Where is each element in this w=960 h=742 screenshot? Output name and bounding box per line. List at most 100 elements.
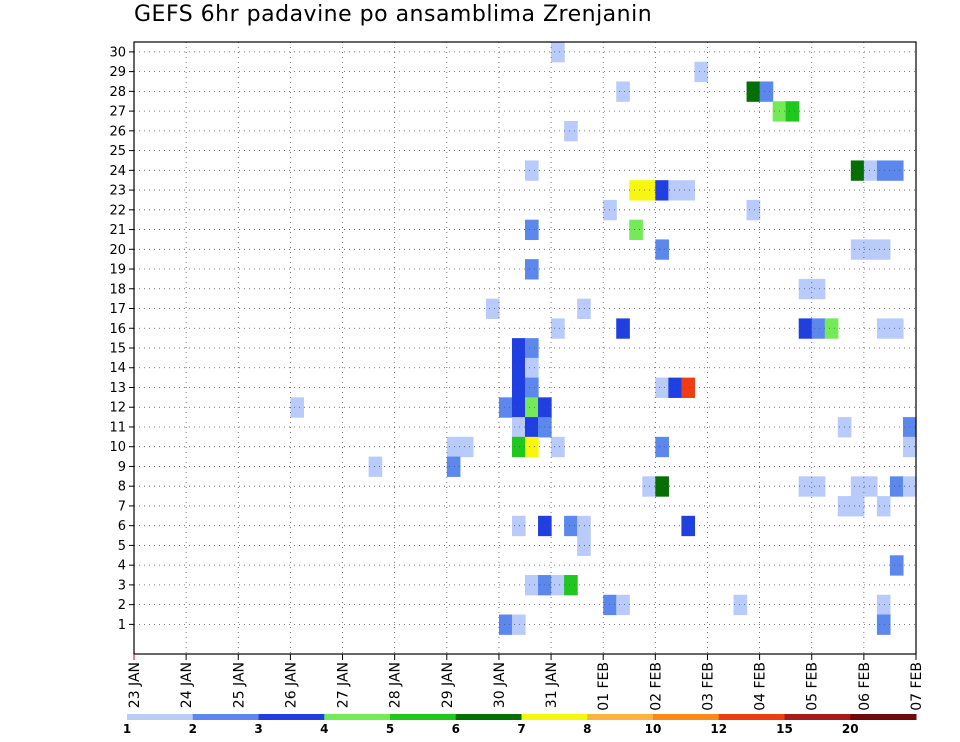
heatmap-cell: [655, 239, 669, 260]
y-tick-label: 9: [118, 460, 126, 475]
heatmap-cell: [525, 397, 539, 418]
heatmap-cell: [525, 417, 539, 438]
heatmap-cell: [863, 476, 878, 497]
heatmap-cell: [525, 436, 539, 458]
y-tick-label: 5: [118, 539, 126, 554]
y-tick-label: 2: [118, 598, 126, 613]
y-tick-label: 23: [109, 184, 126, 199]
y-tick-label: 16: [109, 322, 126, 337]
heatmap-cell: [577, 535, 591, 556]
y-tick-label: 3: [118, 578, 126, 593]
y-tick-label: 30: [109, 45, 126, 60]
heatmap-cell: [798, 318, 813, 339]
y-tick-label: 1: [118, 618, 126, 633]
heatmap-cell: [850, 496, 865, 517]
y-tick-label: 6: [118, 519, 126, 534]
heatmap-cell: [863, 239, 878, 260]
y-tick-label: 11: [109, 420, 126, 435]
heatmap-cell: [511, 614, 526, 635]
heatmap-cell: [876, 496, 891, 517]
x-tick-label: 27 JAN: [336, 662, 352, 708]
x-tick-label: 01 FEB: [596, 662, 612, 711]
heatmap-cell: [798, 278, 813, 300]
heatmap-cell: [603, 594, 617, 616]
x-tick-label: 29 JAN: [440, 662, 456, 708]
heatmap-cell: [733, 594, 748, 616]
heatmap-cell: [511, 357, 526, 379]
heatmap-cell: [798, 476, 813, 497]
legend-swatch: [192, 714, 259, 720]
y-tick-label: 29: [109, 65, 126, 80]
heatmap-cell: [629, 219, 643, 241]
legend-label: 10: [645, 722, 662, 736]
heatmap-cell: [511, 417, 526, 438]
heatmap-cell: [876, 160, 891, 181]
x-tick-label: 30 JAN: [492, 662, 508, 708]
x-tick-label: 04 FEB: [753, 662, 769, 711]
legend-swatch: [653, 714, 720, 720]
heatmap-cell: [616, 81, 630, 102]
x-tick-label: 23 JAN: [127, 662, 143, 708]
y-tick-label: 12: [109, 401, 126, 416]
heatmap-cell: [629, 180, 643, 201]
heatmap-cell: [889, 160, 904, 181]
heatmap-cell: [811, 278, 826, 300]
heatmap-cell: [551, 575, 565, 596]
heatmap-cell: [655, 436, 669, 458]
heatmap-cell: [759, 81, 774, 102]
heatmap-cell: [511, 397, 526, 418]
heatmap-cell: [668, 180, 682, 201]
heatmap-cell: [876, 594, 891, 616]
legend-swatch: [718, 714, 785, 720]
legend-swatch: [258, 714, 325, 720]
heatmap-cell: [511, 436, 526, 458]
heatmap-cell: [785, 101, 800, 122]
heatmap-cell: [551, 318, 565, 339]
heatmap-cell: [511, 377, 526, 398]
y-tick-label: 17: [109, 302, 126, 317]
legend-label: 15: [776, 722, 793, 736]
x-tick-label: 28 JAN: [388, 662, 404, 708]
y-tick-label: 20: [109, 243, 126, 258]
x-tick-label: 31 JAN: [544, 662, 560, 708]
y-tick-label: 19: [109, 263, 126, 278]
legend-label: 1: [123, 722, 131, 736]
legend-label: 20: [842, 722, 859, 736]
heatmap-cell: [824, 318, 839, 339]
heatmap-cell: [525, 259, 539, 280]
heatmap-cell: [525, 377, 539, 398]
x-tick-label: 03 FEB: [700, 662, 716, 711]
heatmap-cell: [850, 476, 865, 497]
heatmap-cell: [498, 614, 513, 635]
heatmap-cell: [863, 160, 878, 181]
heatmap-cell: [746, 199, 761, 221]
y-tick-label: 21: [109, 223, 126, 238]
heatmap-cell: [525, 160, 539, 181]
y-tick-label: 22: [109, 203, 126, 218]
heatmap-cell: [525, 575, 539, 596]
heatmap-cell: [681, 180, 696, 201]
legend-label: 12: [710, 722, 727, 736]
heatmap-cell: [446, 456, 461, 477]
legend-swatch: [784, 714, 851, 720]
legend-label: 3: [254, 722, 262, 736]
heatmap-cell: [564, 575, 578, 596]
y-tick-label: 4: [118, 559, 126, 574]
y-tick-label: 25: [109, 144, 126, 159]
x-tick-label: 25 JAN: [231, 662, 247, 708]
heatmap-cell: [655, 377, 669, 398]
legend-swatch: [455, 714, 522, 720]
legend-swatch: [850, 714, 917, 720]
heatmap-cell: [577, 298, 591, 319]
legend-label: 2: [189, 722, 197, 736]
y-tick-label: 14: [109, 361, 126, 376]
y-tick-label: 10: [109, 440, 126, 455]
heatmap-cell: [603, 199, 617, 221]
heatmap-cell: [876, 239, 891, 260]
x-tick-label: 02 FEB: [648, 662, 664, 711]
heatmap-cell: [616, 594, 630, 616]
heatmap-cell: [498, 397, 513, 418]
legend-label: 7: [517, 722, 525, 736]
heatmap-cell: [850, 160, 865, 181]
